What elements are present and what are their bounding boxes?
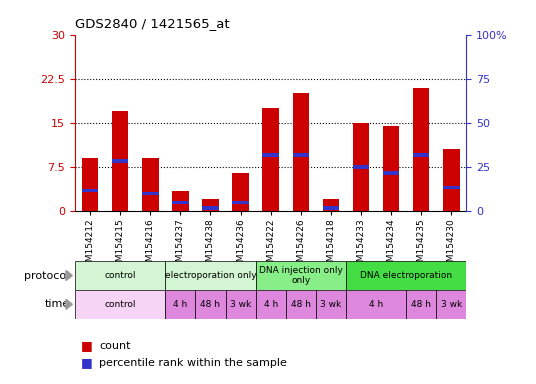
Text: 3 wk: 3 wk bbox=[230, 300, 251, 309]
Bar bbox=[346, 261, 466, 290]
Bar bbox=[256, 290, 286, 319]
Bar bbox=[443, 186, 459, 189]
Text: control: control bbox=[105, 300, 136, 309]
Text: 3 wk: 3 wk bbox=[441, 300, 462, 309]
Bar bbox=[413, 154, 429, 157]
Bar bbox=[406, 290, 436, 319]
Text: count: count bbox=[99, 341, 131, 351]
Text: GDS2840 / 1421565_at: GDS2840 / 1421565_at bbox=[75, 17, 229, 30]
Bar bbox=[353, 165, 369, 169]
Bar bbox=[383, 126, 399, 211]
Text: percentile rank within the sample: percentile rank within the sample bbox=[99, 358, 287, 368]
Text: 3 wk: 3 wk bbox=[320, 300, 341, 309]
Text: ■: ■ bbox=[80, 339, 92, 352]
Bar bbox=[346, 290, 406, 319]
Text: control: control bbox=[105, 271, 136, 280]
Text: DNA electroporation: DNA electroporation bbox=[360, 271, 452, 280]
Bar bbox=[436, 290, 466, 319]
Bar bbox=[323, 207, 339, 210]
Bar bbox=[286, 290, 316, 319]
Text: time: time bbox=[44, 299, 70, 310]
Bar bbox=[142, 158, 159, 211]
Bar bbox=[112, 159, 129, 163]
Bar bbox=[75, 261, 165, 290]
Text: 4 h: 4 h bbox=[264, 300, 278, 309]
Text: electroporation only: electroporation only bbox=[165, 271, 256, 280]
Bar bbox=[323, 199, 339, 211]
Bar bbox=[316, 290, 346, 319]
Bar bbox=[82, 158, 99, 211]
Text: 48 h: 48 h bbox=[200, 300, 220, 309]
Text: ■: ■ bbox=[80, 356, 92, 369]
Text: 48 h: 48 h bbox=[291, 300, 311, 309]
Bar bbox=[112, 111, 129, 211]
Bar bbox=[263, 154, 279, 157]
Text: 48 h: 48 h bbox=[411, 300, 431, 309]
Bar bbox=[293, 93, 309, 211]
Bar bbox=[263, 108, 279, 211]
Bar bbox=[142, 192, 159, 195]
Bar bbox=[443, 149, 459, 211]
Text: 4 h: 4 h bbox=[369, 300, 383, 309]
Bar bbox=[165, 290, 196, 319]
Bar bbox=[202, 207, 219, 210]
Bar bbox=[226, 290, 256, 319]
Bar bbox=[165, 261, 256, 290]
Bar bbox=[196, 290, 226, 319]
Bar bbox=[172, 200, 189, 204]
Text: 4 h: 4 h bbox=[173, 300, 188, 309]
Bar bbox=[353, 123, 369, 211]
Bar bbox=[256, 261, 346, 290]
Bar bbox=[82, 189, 99, 192]
Bar bbox=[232, 173, 249, 211]
Bar bbox=[383, 171, 399, 175]
Bar bbox=[293, 154, 309, 157]
Text: DNA injection only
only: DNA injection only only bbox=[259, 266, 343, 285]
Bar bbox=[172, 190, 189, 211]
Bar bbox=[413, 88, 429, 211]
Bar bbox=[232, 200, 249, 204]
Bar bbox=[75, 290, 165, 319]
Text: protocol: protocol bbox=[25, 270, 70, 281]
Bar bbox=[202, 199, 219, 211]
